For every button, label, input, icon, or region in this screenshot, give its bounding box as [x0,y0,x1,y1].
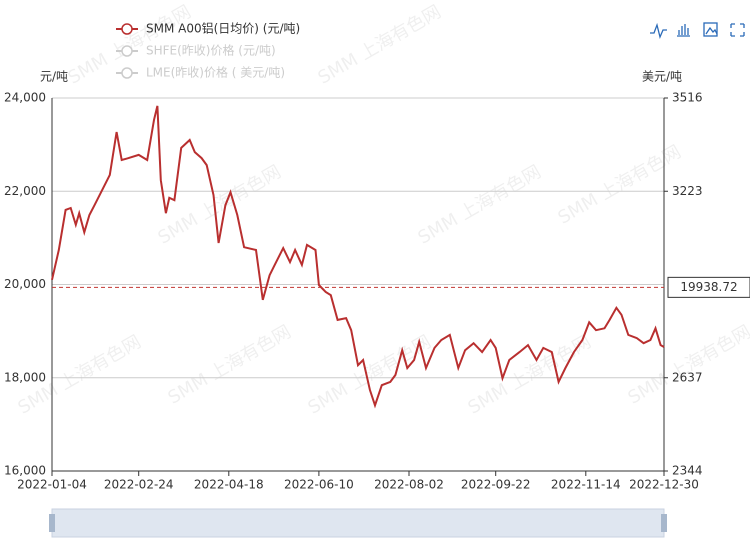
legend-marker [121,45,133,57]
x-tick-label: 2022-11-14 [551,478,621,492]
reference-label-box [667,276,750,298]
save-icon[interactable] [703,22,718,37]
zoom-handle[interactable] [49,514,55,532]
y-tick-label: 16,000 [4,464,46,478]
x-tick-label: 2022-09-22 [461,478,531,492]
x-tick-label: 2022-06-10 [284,478,354,492]
x-tick-label: 2022-12-30 [629,478,699,492]
y-tick-label: 20,000 [4,277,46,291]
legend-marker [121,67,133,79]
legend-marker [121,23,133,35]
y-tick-label: 22,000 [4,184,46,198]
x-tick-label: 2022-08-02 [374,478,444,492]
y2-tick-label: 2344 [672,464,703,478]
y2-tick-label: 3223 [672,184,703,198]
y-axis-unit: 元/吨 [40,70,68,84]
watermark: SMM 上海有色网 [465,331,595,418]
toolbox[interactable] [650,22,745,40]
line-series [51,105,665,409]
zoom-handle[interactable] [661,514,667,532]
x-tick-label: 2022-02-24 [104,478,174,492]
watermark: SMM 上海有色网 [165,321,295,408]
watermark: SMM 上海有色网 [305,331,435,418]
y-tick-label: 18,000 [4,370,46,384]
y-tick-label: 24,000 [4,91,46,105]
bar-icon[interactable] [677,24,690,37]
y2-tick-label: 3516 [672,91,703,105]
watermark: SMM 上海有色网 [555,141,685,228]
y2-axis-unit: 美元/吨 [642,70,682,84]
line-icon[interactable] [650,22,667,40]
watermark: SMM 上海有色网 [315,1,445,88]
y2-tick-label: 2637 [672,370,703,384]
x-tick-label: 2022-04-18 [194,478,264,492]
watermark: SMM 上海有色网 [415,161,545,248]
x-tick-label: 2022-01-04 [17,478,87,492]
legend-label[interactable]: SMM A00铝(日均价) (元/吨) [146,21,300,36]
zoom-window[interactable] [51,508,665,538]
reference-label: 19938.72 [680,280,737,294]
watermark: SMM 上海有色网 [625,321,750,408]
save-icon-detail [705,26,718,35]
restore-icon[interactable] [730,23,745,37]
legend-label[interactable]: SHFE(昨收)价格 (元/吨) [146,43,276,58]
legend-label[interactable]: LME(昨收)价格 ( 美元/吨) [146,65,285,80]
data-zoom[interactable] [49,508,667,538]
